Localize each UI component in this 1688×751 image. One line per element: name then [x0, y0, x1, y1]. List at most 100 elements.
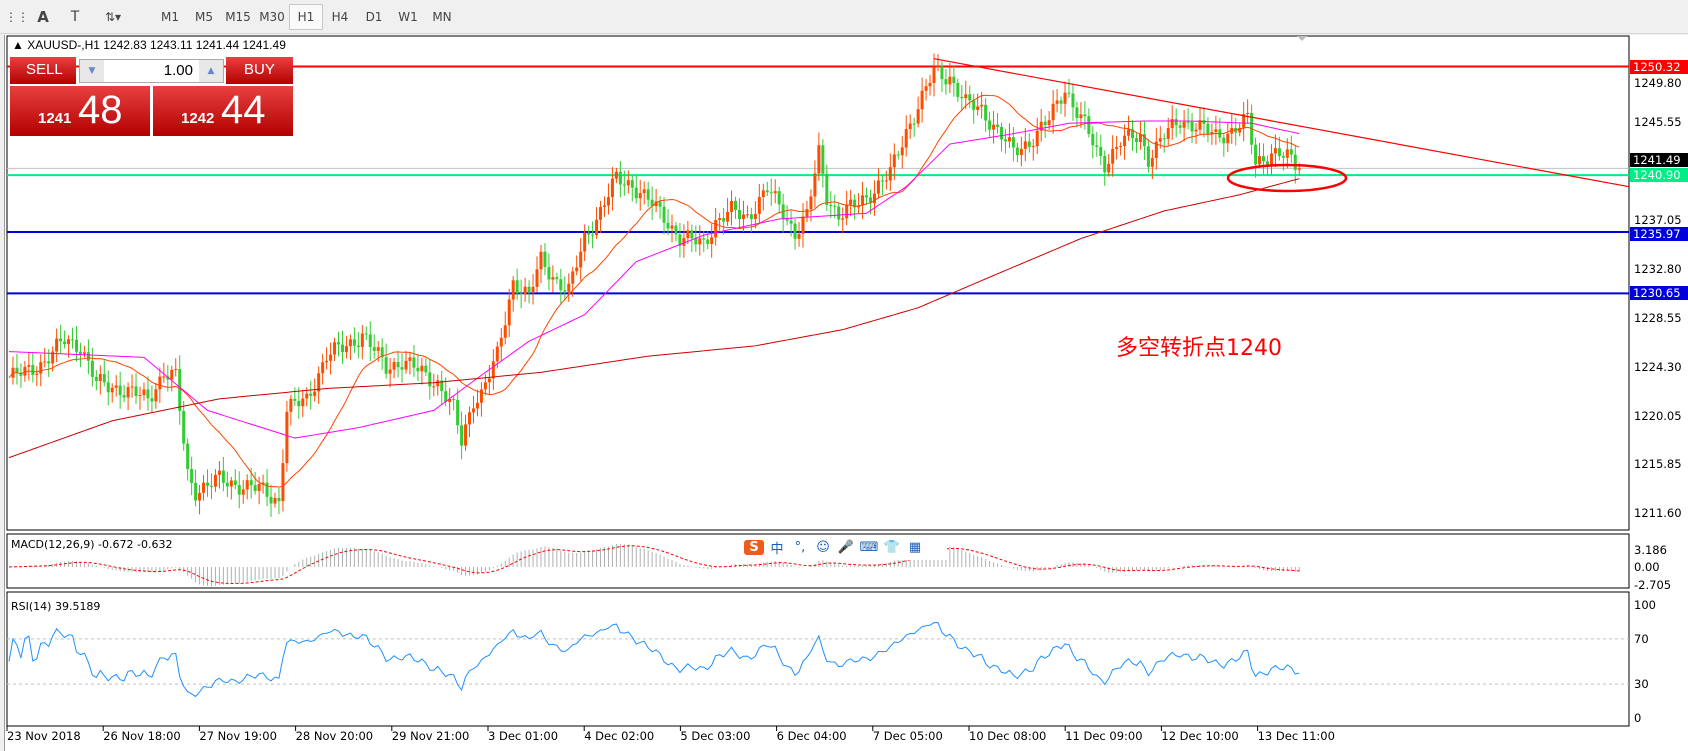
candle-body: [352, 339, 356, 346]
candle-body: [154, 389, 158, 402]
candle-body: [340, 344, 344, 353]
decrease-volume-button[interactable]: ▼: [80, 60, 104, 82]
candle-body: [678, 234, 682, 246]
time-tick: 6 Dec 04:00: [776, 729, 847, 743]
candle-body: [170, 369, 174, 380]
arrows-tool-icon[interactable]: ⇅▾: [104, 10, 122, 24]
grid-lines-icon[interactable]: ⋮⋮: [5, 10, 29, 24]
candle-body: [829, 204, 833, 207]
sell-price-big: 1241: [38, 110, 72, 127]
candle-body: [940, 66, 944, 80]
ime-icon-3[interactable]: ☺: [816, 540, 830, 555]
candle-body: [1043, 121, 1047, 126]
sell-button[interactable]: SELL: [10, 57, 76, 84]
candle-body: [261, 482, 265, 485]
ime-icon-5[interactable]: ⌨: [859, 540, 879, 555]
time-tick: 5 Dec 03:00: [680, 729, 751, 743]
sell-label: SELL: [26, 61, 63, 78]
candle-body: [1083, 114, 1087, 117]
rsi-panel-frame: [6, 591, 1630, 727]
candle-body: [305, 393, 309, 399]
candle-body: [757, 196, 761, 214]
candle-body: [845, 204, 849, 219]
timeframe-m15[interactable]: M15: [225, 10, 251, 24]
buy-label: BUY: [244, 61, 275, 78]
timeframe-m1[interactable]: M1: [161, 10, 179, 24]
candle-body: [567, 283, 571, 292]
candle-body: [686, 230, 690, 239]
candle-body: [706, 239, 710, 244]
ime-icon-4[interactable]: 🎤: [837, 540, 855, 555]
timeframe-m5[interactable]: M5: [195, 10, 213, 24]
time-tick: 27 Nov 19:00: [199, 729, 277, 743]
timeframe-m30[interactable]: M30: [259, 10, 285, 24]
candle-body: [1039, 121, 1043, 131]
candle-body: [198, 492, 202, 501]
candle-body: [71, 339, 75, 341]
candle-body: [396, 361, 400, 368]
candle-body: [471, 408, 475, 413]
sell-price-box[interactable]: 1241 48: [10, 86, 150, 136]
candle-body: [801, 216, 805, 234]
candle-body: [777, 191, 781, 205]
candle-body: [698, 238, 702, 245]
timeframe-mn[interactable]: MN: [432, 10, 452, 24]
symbol-info: ▲ XAUUSD-,H1 1242.83 1243.11 1241.44 124…: [12, 38, 286, 52]
candle-body: [1277, 148, 1281, 156]
volume-stepper[interactable]: ▼ 1.00 ▲: [79, 59, 224, 83]
candle-body: [976, 106, 980, 110]
candle-body: [718, 218, 722, 221]
ime-icon-7[interactable]: ▦: [908, 540, 922, 555]
candle-body: [511, 280, 515, 300]
text-tool-icon[interactable]: A: [37, 8, 49, 26]
candle-body: [59, 338, 63, 342]
candle-body: [82, 352, 86, 354]
candle-body: [884, 180, 888, 182]
candle-body: [364, 333, 368, 335]
candle-body: [206, 482, 209, 486]
candle-body: [404, 360, 408, 370]
candle-body: [495, 346, 499, 362]
candle-body: [988, 120, 992, 130]
timeframe-w1[interactable]: W1: [398, 10, 418, 24]
candle-body: [543, 251, 547, 267]
candle-body: [515, 280, 519, 294]
candle-body: [670, 225, 674, 229]
volume-input[interactable]: 1.00: [163, 62, 193, 79]
candle-body: [1170, 119, 1174, 129]
text-label-tool-icon[interactable]: T: [70, 9, 80, 25]
timeframe-d1[interactable]: D1: [365, 10, 383, 24]
candle-body: [1131, 129, 1135, 139]
candle-body: [1273, 148, 1277, 154]
candle-body: [400, 367, 404, 370]
candle-body: [1186, 121, 1190, 123]
price-tick: 1232.80: [1634, 261, 1682, 276]
timeframe-h1[interactable]: H1: [289, 4, 323, 30]
ime-icon-6[interactable]: 👕: [883, 540, 901, 555]
candle-body: [90, 360, 94, 377]
ime-icon-2[interactable]: °,: [794, 540, 806, 555]
ime-icon-0[interactable]: S: [744, 540, 764, 555]
candle-body: [1285, 149, 1289, 158]
ime-icon-1[interactable]: 中: [770, 542, 784, 557]
increase-volume-button[interactable]: ▲: [199, 60, 223, 82]
buy-button[interactable]: BUY: [226, 57, 293, 84]
candle-body: [225, 482, 229, 487]
buy-price-box[interactable]: 1242 44: [153, 86, 293, 136]
candle-body: [67, 339, 71, 345]
candle-body: [166, 376, 170, 380]
candle-body: [1190, 121, 1194, 132]
candle-body: [928, 82, 932, 87]
candle-body: [1003, 139, 1007, 142]
triangle-up-icon: ▲: [12, 38, 24, 52]
candle-body: [190, 469, 194, 483]
candle-body: [861, 195, 865, 206]
candle-body: [992, 124, 996, 130]
candle-body: [468, 412, 472, 425]
candle-body: [452, 398, 456, 400]
timeframe-h4[interactable]: H4: [331, 10, 349, 24]
candle-body: [948, 76, 952, 85]
candle-body: [1099, 146, 1103, 156]
rsi-tick: 100: [1634, 598, 1656, 612]
